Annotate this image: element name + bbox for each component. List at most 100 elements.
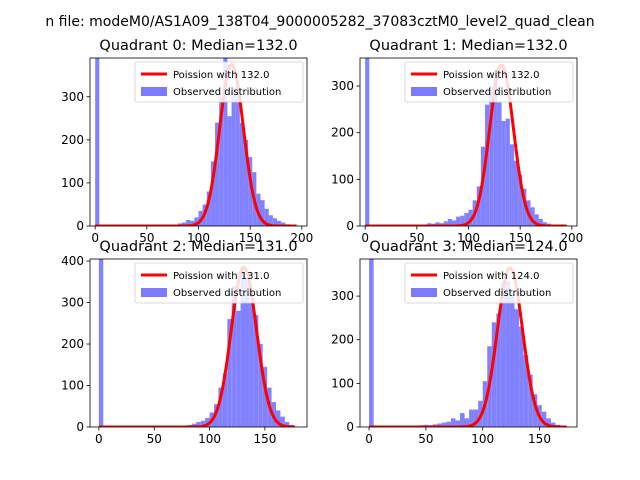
histogram-bar: [227, 319, 232, 427]
histogram-bar: [281, 222, 286, 226]
histogram-bar: [509, 296, 515, 427]
histogram-bar: [468, 209, 473, 226]
histogram-bar: [253, 315, 259, 427]
y-tick-label: 300: [331, 79, 354, 93]
y-tick-label: 0: [346, 420, 354, 434]
histogram-bar: [258, 344, 263, 427]
y-tick-label: 0: [76, 219, 84, 233]
legend: Poission with 132.0 Observed distribution: [134, 61, 304, 103]
y-tick-label: 100: [331, 172, 354, 186]
legend-label-observed: Observed distribution: [173, 87, 281, 98]
histogram-bar: [514, 309, 520, 427]
histogram-bar: [223, 58, 228, 226]
legend-label-observed: Observed distribution: [443, 288, 551, 299]
legend-box: [404, 262, 574, 304]
y-tick-label: 0: [346, 219, 354, 233]
histogram-bar: [542, 222, 548, 226]
x-tick-label: 50: [418, 432, 433, 446]
histogram-bar: [538, 219, 543, 226]
subplot-title: Quadrant 1: Median=132.0: [369, 38, 567, 54]
histogram-bar: [459, 413, 465, 427]
legend-label-observed: Observed distribution: [173, 288, 281, 299]
histogram-bar: [513, 160, 519, 226]
histogram-bar: [284, 422, 290, 427]
y-tick-label: 200: [331, 126, 354, 140]
histogram-bar: [196, 422, 201, 427]
x-tick-label: 150: [509, 231, 532, 245]
x-tick-label: 100: [187, 231, 210, 245]
histogram-bar: [248, 157, 253, 226]
legend: Poission with 124.0 Observed distribution: [404, 262, 574, 304]
x-tick-label: 0: [91, 231, 99, 245]
legend-label-poisson: Poission with 131.0: [173, 271, 269, 282]
histogram-bar: [522, 188, 527, 226]
histogram-bar: [476, 186, 481, 226]
histogram-bar: [532, 394, 538, 427]
histogram-bar: [200, 420, 206, 427]
y-tick-label: 300: [331, 289, 354, 303]
legend-bar-swatch: [141, 87, 167, 96]
histogram-bar: [245, 277, 250, 427]
poisson-fit-line: [368, 266, 568, 427]
histogram-bar: [509, 144, 514, 226]
histogram-bar: [272, 218, 278, 226]
quadrant-3-subplot: 0 50 100 150 0 100 200 300 Quadrant 3: Median=12…: [331, 239, 578, 446]
histogram-bar: [455, 420, 460, 427]
x-tick-label: 100: [457, 231, 480, 245]
histogram-bar: [236, 310, 241, 427]
y-tick-label: 100: [61, 176, 84, 190]
legend-bar-swatch: [411, 288, 437, 297]
x-tick-label: 0: [361, 231, 369, 245]
x-tick-label: 150: [239, 231, 262, 245]
y-tick-label: 0: [76, 420, 84, 434]
histogram-bar: [239, 122, 244, 226]
x-tick-label: 0: [95, 432, 103, 446]
histogram-bar: [191, 423, 197, 427]
histogram-bar: [276, 410, 281, 427]
histogram-bar: [264, 208, 269, 226]
x-tick-label: 50: [409, 231, 424, 245]
histogram-bar: [500, 283, 506, 427]
histogram-bar: [437, 423, 442, 427]
legend-label-poisson: Poission with 124.0: [443, 271, 539, 282]
histogram-bar: [243, 139, 249, 226]
legend-box: [134, 61, 304, 103]
histogram-bar: [231, 88, 236, 226]
histogram-bar: [534, 214, 539, 226]
histogram-bar: [260, 200, 265, 226]
histogram-bar: [528, 374, 533, 427]
subplot-title: Quadrant 3: Median=124.0: [369, 239, 567, 255]
poisson-fit-line: [94, 62, 298, 226]
x-tick-label: 150: [253, 432, 276, 446]
histogram-bar: [489, 86, 494, 226]
plot-area: [368, 259, 568, 427]
histogram-bar: [219, 96, 224, 226]
y-tick-label: 200: [331, 333, 354, 347]
histogram-bar: [518, 174, 523, 226]
histogram-bar: [249, 302, 254, 427]
x-tick-label: 100: [198, 432, 221, 446]
legend-bar-swatch: [411, 87, 437, 96]
histogram-bar: [530, 207, 535, 226]
legend-box: [134, 262, 304, 304]
histogram-bar: [496, 313, 501, 427]
histogram-bar: [222, 373, 228, 427]
x-tick-label: 200: [290, 231, 313, 245]
subplot-title: Quadrant 0: Median=132.0: [99, 38, 297, 54]
axes-frame: [89, 258, 308, 428]
histogram-bar: [190, 220, 195, 226]
histogram-bar: [541, 411, 547, 427]
histogram-bar: [446, 421, 451, 427]
histogram-bar: [435, 222, 440, 226]
legend-label-poisson: Poission with 132.0: [443, 70, 539, 81]
histogram-bar: [485, 104, 490, 226]
x-tick-label: 50: [147, 432, 162, 446]
legend-label-poisson: Poission with 132.0: [173, 70, 269, 81]
histogram-bar: [262, 366, 268, 427]
histogram-bar: [519, 326, 524, 427]
x-tick-label: 200: [560, 231, 583, 245]
histogram-bar: [464, 418, 470, 427]
x-tick-label: 0: [365, 432, 373, 446]
histogram-bar: [550, 422, 556, 427]
histogram-bar: [441, 422, 447, 427]
